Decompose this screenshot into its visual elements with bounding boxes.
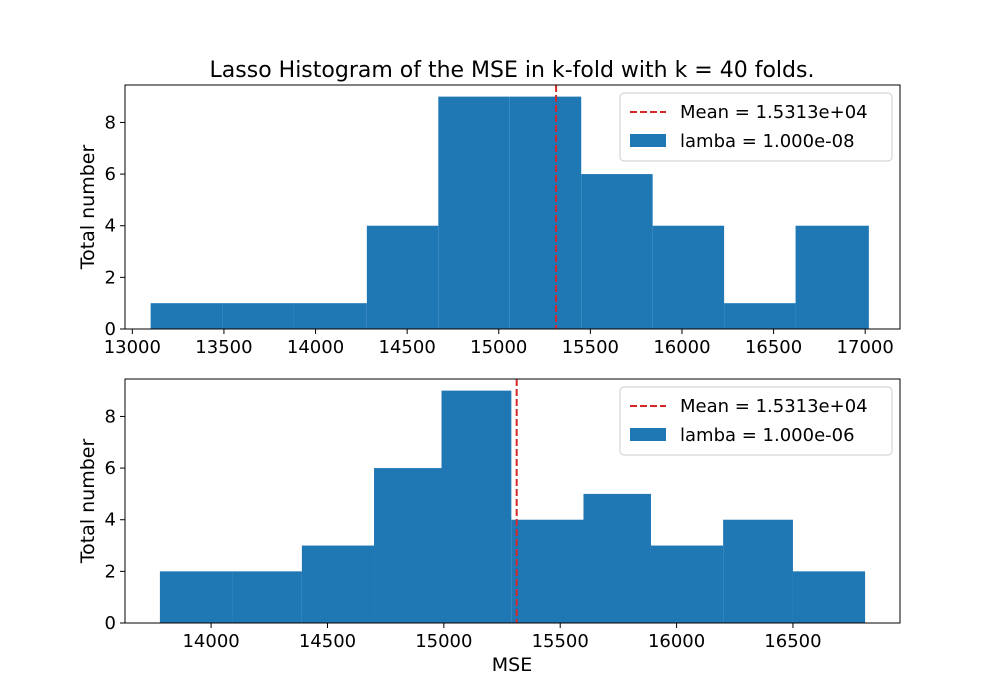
y-tick-label: 4 (105, 510, 116, 531)
y-tick-label: 0 (105, 613, 116, 634)
histogram-bar (438, 96, 510, 329)
histogram-bar (159, 571, 233, 623)
x-tick-label: 15500 (532, 631, 589, 652)
y-tick-label: 2 (105, 561, 116, 582)
x-tick-label: 16000 (653, 337, 710, 358)
x-tick-label: 15500 (562, 337, 619, 358)
histogram-bar (366, 225, 439, 329)
histogram-bar (581, 174, 653, 329)
x-tick-label: 14500 (299, 631, 356, 652)
y-tick-label: 4 (105, 216, 116, 237)
y-tick-label: 0 (105, 319, 116, 340)
legend-label: Mean = 1.5313e+04 (680, 102, 868, 123)
chart-title: Lasso Histogram of the MSE in k-fold wit… (210, 58, 815, 83)
x-tick-label: 16000 (648, 631, 705, 652)
y-tick-label: 6 (105, 458, 116, 479)
y-tick-label: 2 (105, 267, 116, 288)
axes-frame (124, 84, 901, 330)
histogram-bar (511, 519, 584, 623)
x-tick-label: 16500 (764, 631, 821, 652)
legend-label: lamba = 1.000e-08 (680, 131, 855, 152)
x-tick-label: 13000 (104, 337, 161, 358)
x-tick-label: 14000 (287, 337, 344, 358)
x-tick-label: 15000 (470, 337, 527, 358)
y-tick-label: 6 (105, 164, 116, 185)
histogram-bar (374, 468, 442, 623)
legend-label: Mean = 1.5313e+04 (680, 396, 868, 417)
x-tick-label: 14500 (379, 337, 436, 358)
legend-patch-swatch (630, 428, 666, 441)
top-histogram-panel: Total number 13000 13500 14000 14500 15000 15… (77, 84, 901, 358)
histogram-bar (293, 303, 367, 329)
legend-patch-swatch (630, 134, 666, 147)
bottom-xlabel: MSE (492, 654, 532, 676)
legend-box (619, 92, 893, 162)
histogram-bar (509, 96, 582, 329)
histogram-bar (795, 225, 869, 329)
histogram-bar (301, 545, 375, 623)
histogram-bar (724, 303, 796, 329)
x-tick-label: 15000 (415, 631, 472, 652)
histogram-bar (150, 303, 223, 329)
axes-frame (124, 378, 901, 624)
histogram-bar (441, 390, 512, 623)
x-tick-label: 13500 (195, 337, 252, 358)
legend-box (619, 386, 893, 456)
histogram-bar (650, 545, 724, 623)
histogram-bar (583, 493, 651, 623)
top-ylabel: Total number (77, 145, 99, 271)
y-tick-label: 8 (105, 406, 116, 427)
histogram-bar (652, 225, 725, 329)
histogram-bar (792, 571, 866, 623)
y-tick-label: 8 (105, 112, 116, 133)
histogram-bar (222, 303, 294, 329)
bottom-ylabel: Total number (77, 439, 99, 565)
histogram-bar (723, 519, 793, 623)
x-tick-label: 14000 (182, 631, 239, 652)
x-tick-label: 17000 (837, 337, 894, 358)
legend-label: lamba = 1.000e-06 (680, 425, 855, 446)
x-tick-label: 16500 (745, 337, 802, 358)
histogram-bar (232, 571, 302, 623)
bottom-histogram-panel: Total number MSE 14000 14500 15000 15500 160… (77, 378, 901, 676)
